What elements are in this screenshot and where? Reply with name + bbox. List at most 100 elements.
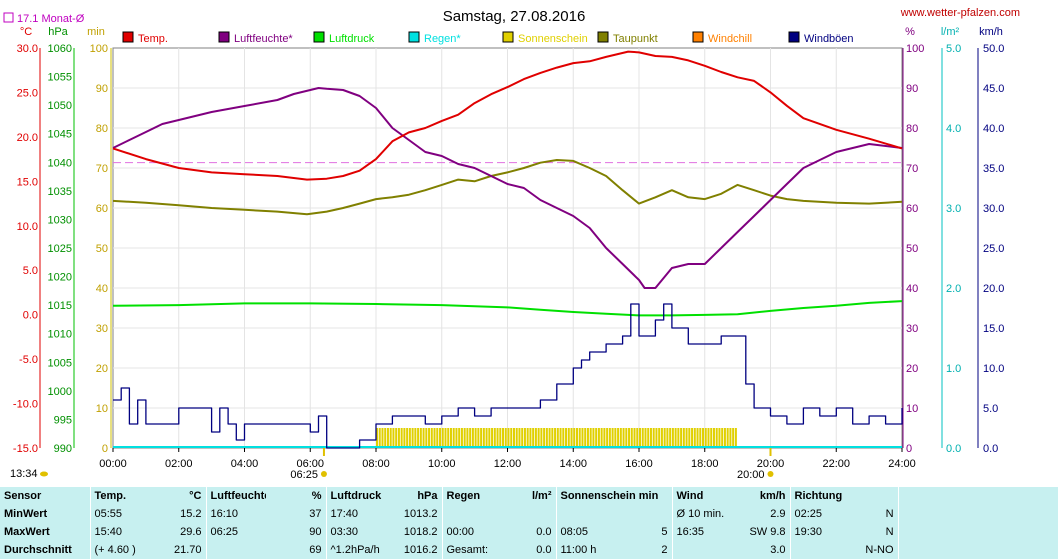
sunshine-bar <box>406 428 409 448</box>
stats-row: MinWert 05:55 15.2 16:10 37 17:40 1013.2 Ø 10 m… <box>0 505 1058 523</box>
legend-swatch <box>408 31 420 43</box>
sunshine-bar <box>449 428 452 448</box>
sunshine-bar <box>622 428 625 448</box>
sunshine-bar <box>723 428 726 448</box>
tick-label: 30 <box>96 323 108 335</box>
sunshine-bar <box>688 428 691 448</box>
tick-label: 10.0 <box>17 221 38 233</box>
sunshine-bar <box>496 428 499 448</box>
tick-label: 0.0 <box>946 443 961 455</box>
axes: °C hPa min% l/m² km/h 30.0 25.0 20.0 15.0 10.0 5.0… <box>13 26 1005 455</box>
tick-label: -15.0 <box>13 443 38 455</box>
sunshine-bar <box>543 428 546 448</box>
sunshine-bar <box>411 428 414 448</box>
now-icon <box>40 471 48 477</box>
monthly-avg-label: 17.1 Monat-Ø <box>17 13 85 25</box>
x-axis: 00:00 02:00 04:00 06:00 08:00 10:00 12:00 14:00… <box>10 448 916 481</box>
stats-cell: Ø 10 min. <box>671 505 735 523</box>
sunshine-bar <box>504 428 507 448</box>
tick-label: 1025 <box>48 243 72 255</box>
tick-label: 3.0 <box>946 203 961 215</box>
stats-dir-header: Richtung <box>789 487 899 505</box>
sunshine-bar <box>376 428 378 448</box>
x-tick-label: 16:00 <box>625 458 653 470</box>
x-tick-label: 22:00 <box>822 458 850 470</box>
sunshine-bar <box>677 428 680 448</box>
axis-unit-label: hPa <box>48 26 68 38</box>
tick-label: 90 <box>96 83 108 95</box>
tick-label: 80 <box>96 123 108 135</box>
series-line <box>112 50 903 181</box>
sunshine-bar <box>671 428 674 448</box>
sunshine-bar <box>608 428 611 448</box>
stats-row: Durchschnitt (+ 4.60 ) 21.70 69 ^1.2hPa/h 101… <box>0 541 1058 559</box>
tick-label: 1005 <box>48 357 72 369</box>
tick-label: 5.0 <box>23 265 38 277</box>
axis-unit-label: l/m² <box>941 26 960 38</box>
sunshine-bar <box>463 428 466 448</box>
sunshine-bar <box>417 428 420 448</box>
stats-cell: 06:25 <box>205 523 266 541</box>
tick-label: 1.0 <box>946 363 961 375</box>
stats-cell <box>614 505 672 523</box>
sunshine-bar <box>710 428 713 448</box>
tick-label: 40 <box>96 283 108 295</box>
sunshine-bar <box>400 428 403 448</box>
tick-label: -5.0 <box>19 354 38 366</box>
series-line <box>112 159 903 216</box>
stats-cell: 29.6 <box>180 526 202 538</box>
tick-label: 20.0 <box>17 132 38 144</box>
tick-label: 50 <box>96 243 108 255</box>
sunshine-bar <box>515 428 518 448</box>
sunshine-bar <box>658 428 661 448</box>
sunshine-bar <box>518 428 521 448</box>
stats-sensor-header: Sensor <box>4 490 42 502</box>
tick-label: 80 <box>906 123 918 135</box>
stats-header-row: Sensor Temp. °C Luftfeuchte % Luftdruck … <box>0 487 1058 505</box>
stats-cell: 17:40 <box>325 505 386 523</box>
sunshine-bar <box>707 428 710 448</box>
stats-cell: 03:30 <box>325 523 386 541</box>
stats-cell: N-NO <box>865 544 894 556</box>
sunshine-bar <box>389 428 392 448</box>
x-tick-label: 00:00 <box>99 458 127 470</box>
stats-cell: 5 <box>661 526 668 538</box>
sunshine-bar <box>458 428 461 448</box>
sunshine-bar <box>712 428 715 448</box>
sunshine-bar <box>488 428 491 448</box>
stats-cell: N <box>885 508 894 520</box>
sunrise-icon <box>320 471 327 477</box>
stats-cell: MinWert <box>4 508 48 520</box>
x-tick-label: 24:00 <box>888 458 916 470</box>
sunshine-bar <box>529 428 532 448</box>
stats-cell <box>671 541 735 559</box>
stats-cell: 90 <box>309 526 322 538</box>
sunshine-bar <box>729 428 732 448</box>
legend-label: Taupunkt <box>613 33 658 45</box>
sunshine-bar <box>685 428 688 448</box>
site-link[interactable]: www.wetter-pfalzen.com <box>900 7 1020 19</box>
tick-label: 60 <box>906 203 918 215</box>
stats-cell <box>897 505 1058 523</box>
tick-label: 10 <box>96 403 108 415</box>
legend-swatch <box>122 31 134 43</box>
sunshine-bar <box>523 428 526 448</box>
stats-wind-unit: km/h <box>759 490 786 502</box>
legend-label: Regen* <box>424 33 461 45</box>
sunshine-bar <box>592 428 595 448</box>
sunshine-bar <box>573 428 576 448</box>
sunshine-bar <box>469 428 472 448</box>
sunshine-bar <box>378 428 381 448</box>
stats-cell: 11:00 h <box>555 541 614 559</box>
sunshine-bar <box>581 428 584 448</box>
weather-chart: Samstag, 27.08.2016 www.wetter-pfalzen.c… <box>3 7 1020 481</box>
sunshine-bar <box>381 428 384 448</box>
stats-cell: 1016.2 <box>403 544 438 556</box>
stats-rain-unit: l/m² <box>531 490 552 502</box>
series-line <box>112 87 903 289</box>
sunshine-bar <box>444 428 447 448</box>
series-line <box>112 300 903 317</box>
sunshine-bar <box>633 428 636 448</box>
tick-label: 30.0 <box>983 203 1004 215</box>
tick-label: 1035 <box>48 186 72 198</box>
